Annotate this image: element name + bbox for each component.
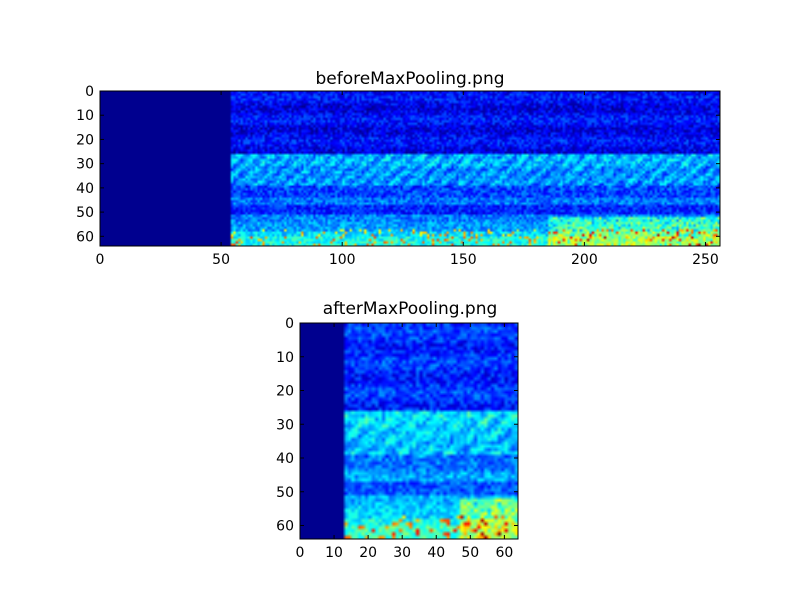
y-tick-label: 20 bbox=[76, 132, 94, 148]
chart-title-before: beforeMaxPooling.png bbox=[315, 69, 504, 89]
x-tick-label: 100 bbox=[329, 252, 356, 268]
heatmap-after: afterMaxPooling.png 0 10 20 30 40 50 600102030… bbox=[276, 299, 519, 561]
x-tick-label: 60 bbox=[495, 545, 513, 561]
y-tick-label: 40 bbox=[276, 451, 294, 467]
y-tick-label: 50 bbox=[276, 485, 294, 501]
x-tick-label: 30 bbox=[393, 545, 411, 561]
axes-frame-before bbox=[99, 90, 721, 247]
axes-frame-after bbox=[299, 322, 519, 540]
x-tick-label: 50 bbox=[461, 545, 479, 561]
y-tick-label: 0 bbox=[85, 84, 94, 100]
y-tick-label: 10 bbox=[276, 350, 294, 366]
tick-group-before: 0 50 100 150 200 250 0 10 20 30 40 50 60 bbox=[76, 84, 720, 268]
x-tick-label: 20 bbox=[359, 545, 377, 561]
x-tick-label: 250 bbox=[692, 252, 719, 268]
x-tick-label: 50 bbox=[212, 252, 230, 268]
y-tick-label: 60 bbox=[276, 519, 294, 535]
x-tick-label: 40 bbox=[427, 545, 445, 561]
y-tick-label: 50 bbox=[76, 205, 94, 221]
x-tick-label: 150 bbox=[450, 252, 477, 268]
y-tick-label: 30 bbox=[276, 417, 294, 433]
x-tick-label: 0 bbox=[296, 545, 305, 561]
y-tick-label: 20 bbox=[276, 384, 294, 400]
y-tick-label: 60 bbox=[76, 229, 94, 245]
x-tick-label: 10 bbox=[325, 545, 343, 561]
x-tick-label: 0 bbox=[96, 252, 105, 268]
y-tick-label: 0 bbox=[285, 316, 294, 332]
y-tick-label: 40 bbox=[76, 181, 94, 197]
heatmap-image-before bbox=[100, 91, 720, 246]
y-tick-label: 30 bbox=[76, 157, 94, 173]
heatmap-image-after bbox=[300, 323, 518, 539]
x-tick-label: 200 bbox=[571, 252, 598, 268]
heatmap-before: beforeMaxPooling.png 0 50 100 150 200 250 0 10 2… bbox=[76, 69, 721, 268]
chart-title-after: afterMaxPooling.png bbox=[323, 299, 498, 319]
y-tick-label: 10 bbox=[76, 108, 94, 124]
